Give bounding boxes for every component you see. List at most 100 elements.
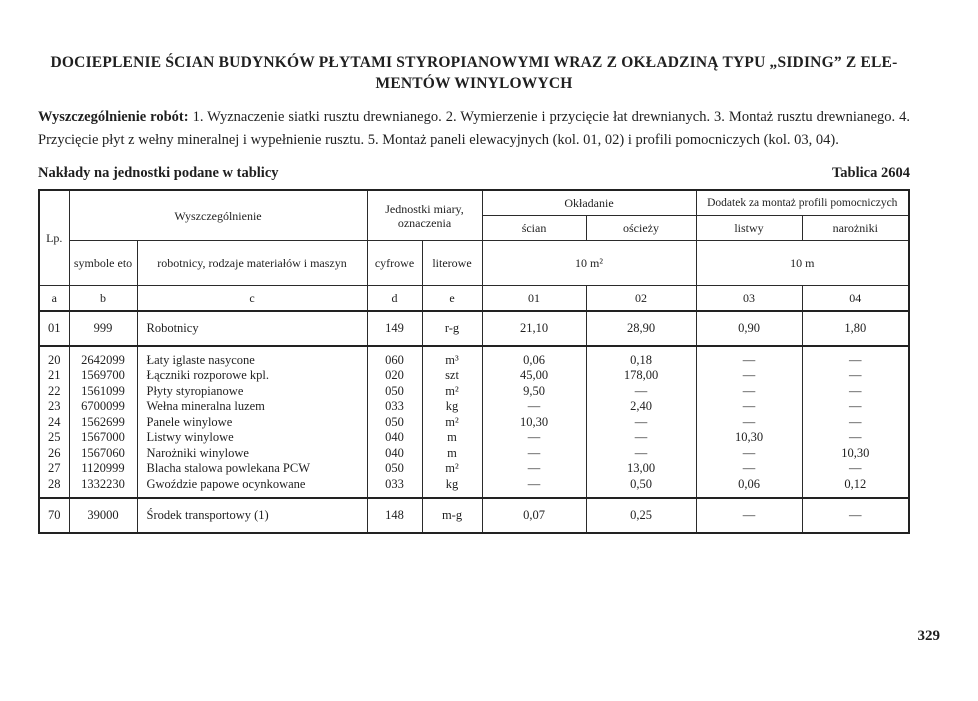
header-narozniki: narożniki xyxy=(801,215,910,241)
cell-cyfrowe: 033 xyxy=(366,476,423,499)
header-cyfrowe: cyfrowe xyxy=(366,240,423,286)
cell-name: Blacha stalowa powlekana PCW xyxy=(136,460,368,477)
cell-k01: — xyxy=(481,460,587,477)
cell-k02: 28,90 xyxy=(585,310,697,347)
header-letters-row: a b c d e 01 02 03 04 xyxy=(38,285,910,312)
header-row-3: symbole eto robotnicy, rodzaje materiałó… xyxy=(39,240,910,286)
cell-lp: 28 xyxy=(38,476,70,499)
cell-symbol: 1567000 xyxy=(68,429,138,446)
cell-literowe: szt xyxy=(421,367,483,384)
cell-literowe: r-g xyxy=(421,310,483,347)
cell-k03: — xyxy=(695,460,803,477)
title-line-2: MENTÓW WINYLOWYCH xyxy=(375,75,573,92)
cell-literowe: m xyxy=(421,445,483,461)
cell-symbol: 1332230 xyxy=(68,476,138,499)
works-description: Wyszczególnienie robót: 1. Wyznaczenie s… xyxy=(38,106,910,151)
cell-symbol: 1567060 xyxy=(68,445,138,461)
cell-k02: 0,18 xyxy=(585,345,697,368)
cell-symbol: 1561099 xyxy=(68,383,138,399)
letter-a: a xyxy=(38,285,70,312)
cell-k03: 0,06 xyxy=(695,476,803,499)
cell-k04: — xyxy=(801,497,910,534)
header-row-1: Lp. Wyszczególnienie Jednostki miary, oz… xyxy=(38,189,910,286)
header-row-2: ścian ościeży listwy narożniki xyxy=(39,215,910,241)
table-row: 01 999 Robotnicy 149 r-g 21,10 28,90 0,9… xyxy=(38,310,910,347)
cell-k03: — xyxy=(695,345,803,368)
page-content: DOCIEPLENIE ŚCIAN BUDYNKÓW PŁYTAMI STYRO… xyxy=(38,52,911,535)
letter-d: d xyxy=(366,285,423,312)
cell-symbol: 1569700 xyxy=(68,367,138,384)
cell-lp: 27 xyxy=(38,460,70,477)
cell-literowe: m xyxy=(421,429,483,446)
cell-k04: — xyxy=(801,460,910,477)
header-oscieszy: ościeży xyxy=(585,215,697,241)
table-caption-row: Nakłady na jednostki podane w tablicy Ta… xyxy=(38,165,910,182)
cell-symbol: 2642099 xyxy=(68,345,138,368)
header-dodatek: Dodatek za montaż profili pomocniczych xyxy=(695,189,910,216)
cell-symbol: 39000 xyxy=(68,497,138,534)
cell-k02: — xyxy=(585,414,697,430)
cell-k04: — xyxy=(801,383,910,399)
cell-cyfrowe: 148 xyxy=(366,497,423,534)
letter-b: b xyxy=(68,285,138,312)
header-scian: ścian xyxy=(481,215,587,241)
letter-03: 03 xyxy=(695,285,803,312)
cell-lp: 01 xyxy=(38,310,70,347)
cell-name: Wełna mineralna luzem xyxy=(136,398,368,415)
cell-cyfrowe: 040 xyxy=(366,429,423,446)
cell-name: Środek transportowy (1) xyxy=(136,497,368,534)
letter-02: 02 xyxy=(585,285,697,312)
cell-k04: — xyxy=(801,429,910,446)
cell-k02: 2,40 xyxy=(585,398,697,415)
table-row: 24 1562699 Panele winylowe 050 m² 10,30 … xyxy=(38,414,910,430)
table-row: 70 39000 Środek transportowy (1) 148 m-g… xyxy=(38,497,910,534)
cell-k04: — xyxy=(801,345,910,368)
cell-k03: 0,90 xyxy=(695,310,803,347)
table-row: 25 1567000 Listwy winylowe 040 m — — 10,… xyxy=(38,429,910,446)
cell-cyfrowe: 050 xyxy=(366,414,423,430)
works-label: Wyszczególnienie robót: xyxy=(38,109,189,125)
page-number: 329 xyxy=(917,628,941,644)
works-text: 1. Wyznaczenie siatki rusztu drewnianego… xyxy=(38,109,911,148)
cell-k03: — xyxy=(695,497,803,534)
cell-k04: — xyxy=(801,398,910,415)
cell-lp: 26 xyxy=(38,445,70,461)
norms-table: Lp. Wyszczególnienie Jednostki miary, oz… xyxy=(38,189,911,535)
cell-symbol: 6700099 xyxy=(68,398,138,415)
cell-k01: 45,00 xyxy=(481,367,587,384)
cell-k02: 13,00 xyxy=(585,460,697,477)
header-jednostki-miary: Jednostki miary, oznaczenia xyxy=(366,189,483,241)
cell-literowe: m-g xyxy=(421,497,483,534)
cell-cyfrowe: 050 xyxy=(366,383,423,399)
cell-cyfrowe: 020 xyxy=(366,367,423,384)
cell-k03: — xyxy=(695,398,803,415)
cell-symbol: 1120999 xyxy=(68,460,138,477)
cell-k04: 10,30 xyxy=(801,445,910,461)
table-row: 28 1332230 Gwoździe papowe ocynkowane 03… xyxy=(38,476,910,499)
cell-name: Łączniki rozporowe kpl. xyxy=(136,367,368,384)
cell-k02: — xyxy=(585,429,697,446)
cell-k04: — xyxy=(801,414,910,430)
cell-k01: — xyxy=(481,476,587,499)
cell-k02: 178,00 xyxy=(585,367,697,384)
cell-name: Gwoździe papowe ocynkowane xyxy=(136,476,368,499)
header-okladanie: Okładanie xyxy=(481,189,697,216)
cell-k04: — xyxy=(801,367,910,384)
cell-name: Płyty styropianowe xyxy=(136,383,368,399)
header-symbole-eto: symbole eto xyxy=(68,240,138,286)
cell-name: Panele winylowe xyxy=(136,414,368,430)
cell-k03: — xyxy=(695,445,803,461)
table-row: 26 1567060 Narożniki winylowe 040 m — — … xyxy=(38,445,910,461)
cell-k03: — xyxy=(695,383,803,399)
table-caption: Nakłady na jednostki podane w tablicy xyxy=(38,165,279,181)
cell-cyfrowe: 050 xyxy=(366,460,423,477)
table-row: 27 1120999 Blacha stalowa powlekana PCW … xyxy=(38,460,910,477)
document-title: DOCIEPLENIE ŚCIAN BUDYNKÓW PŁYTAMI STYRO… xyxy=(38,52,910,94)
cell-cyfrowe: 149 xyxy=(366,310,423,347)
cell-k02: — xyxy=(585,383,697,399)
letter-c: c xyxy=(136,285,368,312)
cell-lp: 23 xyxy=(38,398,70,415)
cell-symbol: 999 xyxy=(68,310,138,347)
cell-literowe: m³ xyxy=(421,345,483,368)
